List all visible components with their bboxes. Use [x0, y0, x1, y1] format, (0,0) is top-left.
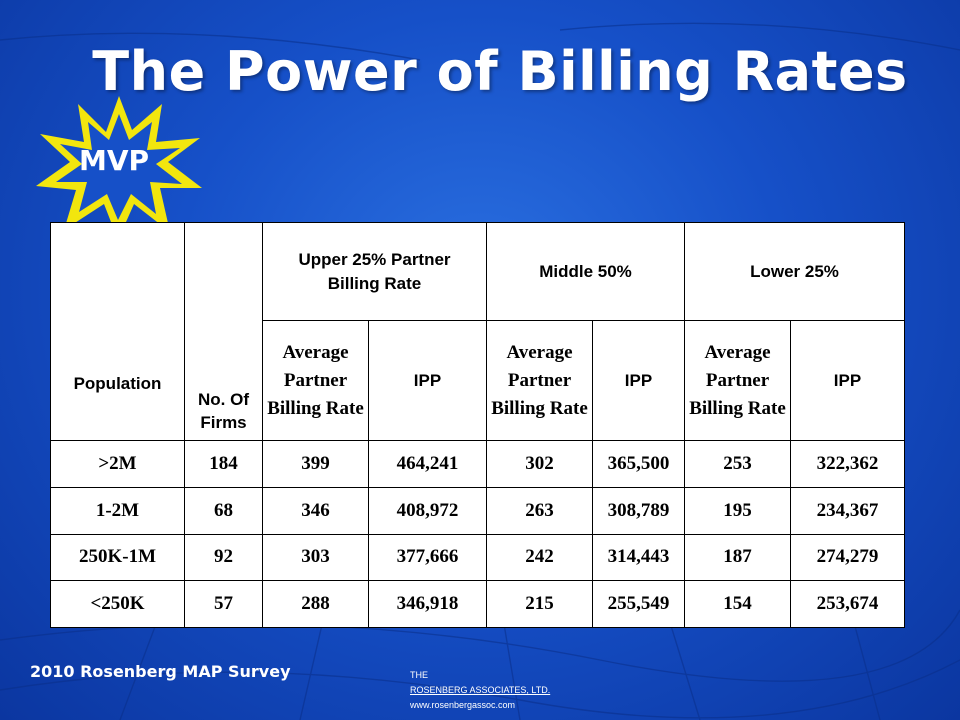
table-row: <250K 57 288 346,918 215 255,549 154 253…: [50, 580, 905, 628]
cell-firms: 57: [184, 580, 263, 628]
cell-upper-ipp: 346,918: [368, 580, 487, 628]
cell-firms: 92: [184, 533, 263, 582]
cell-upper-ipp: 377,666: [368, 533, 487, 582]
cell-population: >2M: [50, 440, 185, 488]
table-row: 250K-1M 92 303 377,666 242 314,443 187 2…: [50, 533, 905, 582]
slide-title: The Power of Billing Rates: [92, 40, 908, 103]
cell-middle-ipp: 308,789: [592, 486, 685, 535]
cell-lower-rate: 154: [684, 580, 791, 628]
cell-population: 1-2M: [50, 486, 185, 535]
table-row: 1-2M 68 346 408,972 263 308,789 195 234,…: [50, 486, 905, 535]
cell-lower-rate: 253: [684, 440, 791, 488]
header-middle-ipp: IPP: [592, 320, 685, 441]
cell-lower-ipp: 253,674: [790, 580, 905, 628]
cell-upper-rate: 303: [262, 533, 369, 582]
cell-population: <250K: [50, 580, 185, 628]
brand-footer: THE ROSENBERG ASSOCIATES, LTD. www.rosen…: [410, 668, 550, 713]
brand-website: www.rosenbergassoc.com: [410, 700, 516, 710]
cell-middle-rate: 263: [486, 486, 593, 535]
cell-middle-ipp: 314,443: [592, 533, 685, 582]
cell-firms: 68: [184, 486, 263, 535]
brand-company-link[interactable]: ROSENBERG ASSOCIATES, LTD.: [410, 685, 551, 695]
header-middle-50: Middle 50%: [486, 222, 685, 321]
header-no-of-firms: No. Of Firms: [184, 222, 263, 441]
cell-upper-ipp: 408,972: [368, 486, 487, 535]
cell-middle-rate: 215: [486, 580, 593, 628]
table-row: >2M 184 399 464,241 302 365,500 253 322,…: [50, 440, 905, 488]
header-population: Population: [50, 222, 185, 441]
header-middle-avg-rate: Average Partner Billing Rate: [486, 320, 593, 441]
cell-upper-ipp: 464,241: [368, 440, 487, 488]
cell-lower-rate: 187: [684, 533, 791, 582]
header-upper-25: Upper 25% Partner Billing Rate: [262, 222, 487, 321]
header-upper-ipp: IPP: [368, 320, 487, 441]
starburst-badge-icon: [36, 96, 202, 240]
cell-firms: 184: [184, 440, 263, 488]
header-lower-25: Lower 25%: [684, 222, 905, 321]
cell-middle-rate: 302: [486, 440, 593, 488]
survey-footer: 2010 Rosenberg MAP Survey: [30, 662, 291, 681]
brand-line-1: THE: [410, 670, 428, 680]
cell-middle-ipp: 255,549: [592, 580, 685, 628]
cell-upper-rate: 399: [262, 440, 369, 488]
mvp-badge-label: MVP: [78, 144, 150, 177]
cell-lower-ipp: 234,367: [790, 486, 905, 535]
header-upper-avg-rate: Average Partner Billing Rate: [262, 320, 369, 441]
cell-lower-ipp: 322,362: [790, 440, 905, 488]
cell-population: 250K-1M: [50, 533, 185, 582]
cell-lower-ipp: 274,279: [790, 533, 905, 582]
cell-upper-rate: 346: [262, 486, 369, 535]
cell-lower-rate: 195: [684, 486, 791, 535]
header-lower-avg-rate: Average Partner Billing Rate: [684, 320, 791, 441]
billing-rates-table: Population No. Of Firms Upper 25% Partne…: [50, 222, 905, 628]
cell-upper-rate: 288: [262, 580, 369, 628]
header-lower-ipp: IPP: [790, 320, 905, 441]
cell-middle-ipp: 365,500: [592, 440, 685, 488]
cell-middle-rate: 242: [486, 533, 593, 582]
